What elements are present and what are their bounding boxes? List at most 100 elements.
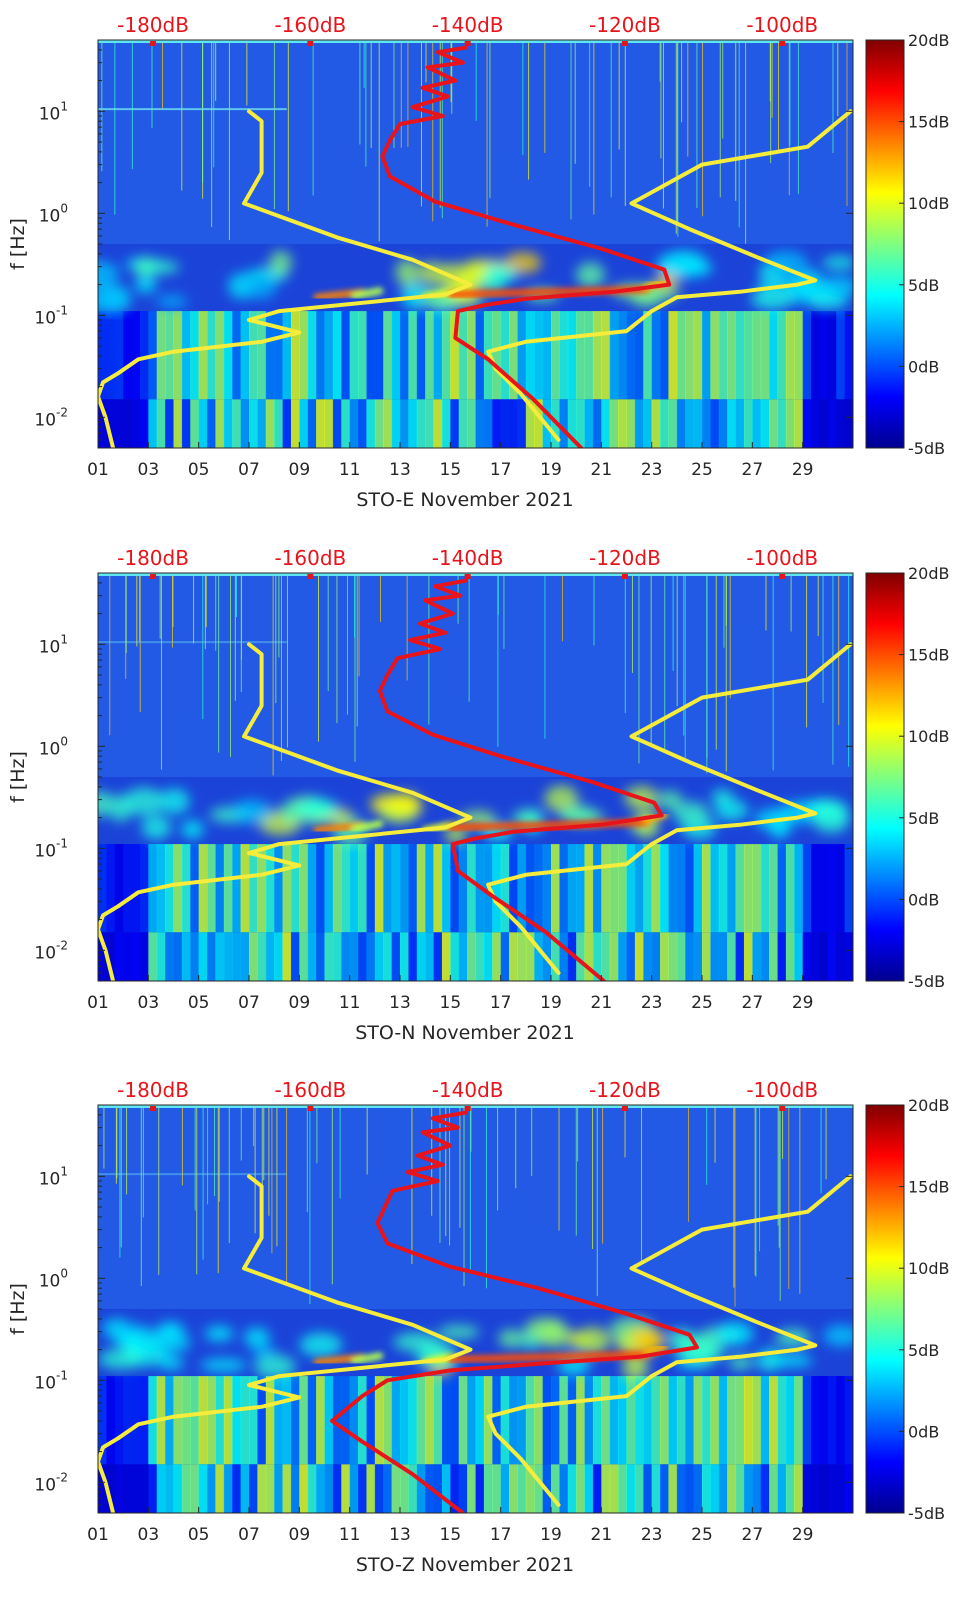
heatmap-stripe <box>123 932 133 981</box>
storm-streak <box>351 287 384 300</box>
heatmap-stripe <box>358 1464 367 1513</box>
heatmap-stripe <box>584 1464 594 1513</box>
heatmap-stripe <box>710 1464 720 1513</box>
heatmap-stripe <box>769 399 778 448</box>
heatmap-stripe <box>316 1376 325 1465</box>
heatmap-stripe <box>290 399 300 448</box>
heatmap-stripe <box>265 932 275 981</box>
heatmap-stripe <box>534 311 544 400</box>
heatmap-stripe <box>777 311 787 400</box>
heatmap-stripe <box>433 1376 443 1465</box>
heatmap-stripe <box>198 844 208 933</box>
heatmap-stripe <box>332 932 342 981</box>
colorbar-tick-label: 5dB <box>908 276 939 295</box>
heatmap-stripe <box>651 1464 661 1513</box>
top-axis-tick <box>307 1106 314 1111</box>
y-tick-label: 10-1 <box>34 303 68 328</box>
x-tick-label: 21 <box>591 993 613 1013</box>
colorbar-tick-label: 0dB <box>908 357 939 376</box>
heatmap-stripe <box>660 311 669 400</box>
heatmap-stripe <box>752 311 762 400</box>
heatmap-stripe <box>492 1464 502 1513</box>
heatmap-stripe <box>643 399 653 448</box>
heatmap-stripe <box>785 844 795 933</box>
heatmap-stripe <box>433 399 443 448</box>
heatmap-stripe <box>743 1376 753 1465</box>
transient-lines <box>109 573 850 776</box>
x-tick-label: 23 <box>641 993 663 1013</box>
heatmap-stripe <box>123 311 133 400</box>
x-axis-label: STO-N November 2021 <box>355 1022 575 1044</box>
heatmap-stripe <box>408 399 418 448</box>
microseism-blob <box>98 286 125 314</box>
heatmap-stripe <box>492 311 502 400</box>
heatmap-stripe <box>240 399 250 448</box>
heatmap-stripe <box>752 1464 762 1513</box>
x-tick-label: 13 <box>389 993 411 1013</box>
heatmap-stripe <box>618 844 627 933</box>
heatmap-stripe <box>173 399 183 448</box>
heatmap-stripe <box>299 1464 309 1513</box>
heatmap-stripe <box>836 399 846 448</box>
heatmap-stripe <box>190 311 200 400</box>
heatmap-stripe <box>383 1464 393 1513</box>
heatmap-stripe <box>819 311 829 400</box>
heatmap-stripe <box>156 399 166 448</box>
heatmap-stripe <box>374 844 384 933</box>
x-tick-label: 25 <box>691 460 713 480</box>
heatmap-stripe <box>643 844 653 933</box>
heatmap-stripe <box>341 1376 351 1465</box>
x-tick-label: 07 <box>238 460 260 480</box>
microseism-blob <box>269 250 292 275</box>
heatmap-stripe <box>433 311 443 400</box>
microseism-blob <box>181 820 204 839</box>
heatmap-stripe <box>668 1376 678 1465</box>
heatmap-stripe <box>425 844 435 933</box>
x-tick-label: 03 <box>138 993 160 1013</box>
heatmap-stripe <box>811 932 820 981</box>
x-tick-label: 01 <box>87 460 109 480</box>
heatmap-stripe <box>601 844 611 933</box>
heatmap-stripe <box>567 844 577 933</box>
heatmap-stripe <box>173 1464 183 1513</box>
microseism-blob <box>714 799 749 821</box>
heatmap-stripe <box>190 1464 200 1513</box>
heatmap-stripe <box>743 844 753 933</box>
colorbar-tick-label: 5dB <box>908 1341 939 1360</box>
microseism-blob <box>750 287 794 310</box>
heatmap-stripe <box>794 932 804 981</box>
heatmap-stripe <box>601 932 611 981</box>
colorbar-tick-label: 15dB <box>908 646 950 665</box>
x-tick-label: 23 <box>641 460 663 480</box>
microseism-blob <box>461 259 488 282</box>
heatmap-stripe <box>785 311 795 400</box>
heatmap-stripe <box>601 399 611 448</box>
heatmap-stripe <box>702 1376 711 1465</box>
heatmap-stripe <box>139 1376 149 1465</box>
heatmap-stripe <box>769 1376 778 1465</box>
colorbar-tick-label: 10dB <box>908 727 950 746</box>
heatmap-stripe <box>584 932 594 981</box>
heatmap-stripe <box>207 311 216 400</box>
microseism-blob <box>134 276 157 294</box>
heatmap-stripe <box>349 399 359 448</box>
heatmap-stripe <box>576 844 586 933</box>
heatmap-stripe <box>844 311 853 400</box>
heatmap-stripe <box>651 844 661 933</box>
microseism-blob <box>244 1327 270 1348</box>
heatmap-stripe <box>785 399 795 448</box>
top-axis-label: -160dB <box>274 546 346 570</box>
heatmap-stripe <box>676 1376 686 1465</box>
microseism-blob <box>231 799 272 824</box>
heatmap-stripe <box>660 1376 669 1465</box>
heatmap-stripe <box>592 1376 602 1465</box>
heatmap-stripe <box>374 1376 384 1465</box>
heatmap-stripe <box>358 1376 367 1465</box>
heatmap-stripe <box>274 932 284 981</box>
heatmap-stripe <box>693 1464 703 1513</box>
heatmap-image <box>98 1105 853 1513</box>
microseism-blob <box>672 801 709 825</box>
heatmap-stripe <box>215 844 225 933</box>
heatmap-stripe <box>299 932 309 981</box>
microseism-blob <box>715 1321 754 1346</box>
